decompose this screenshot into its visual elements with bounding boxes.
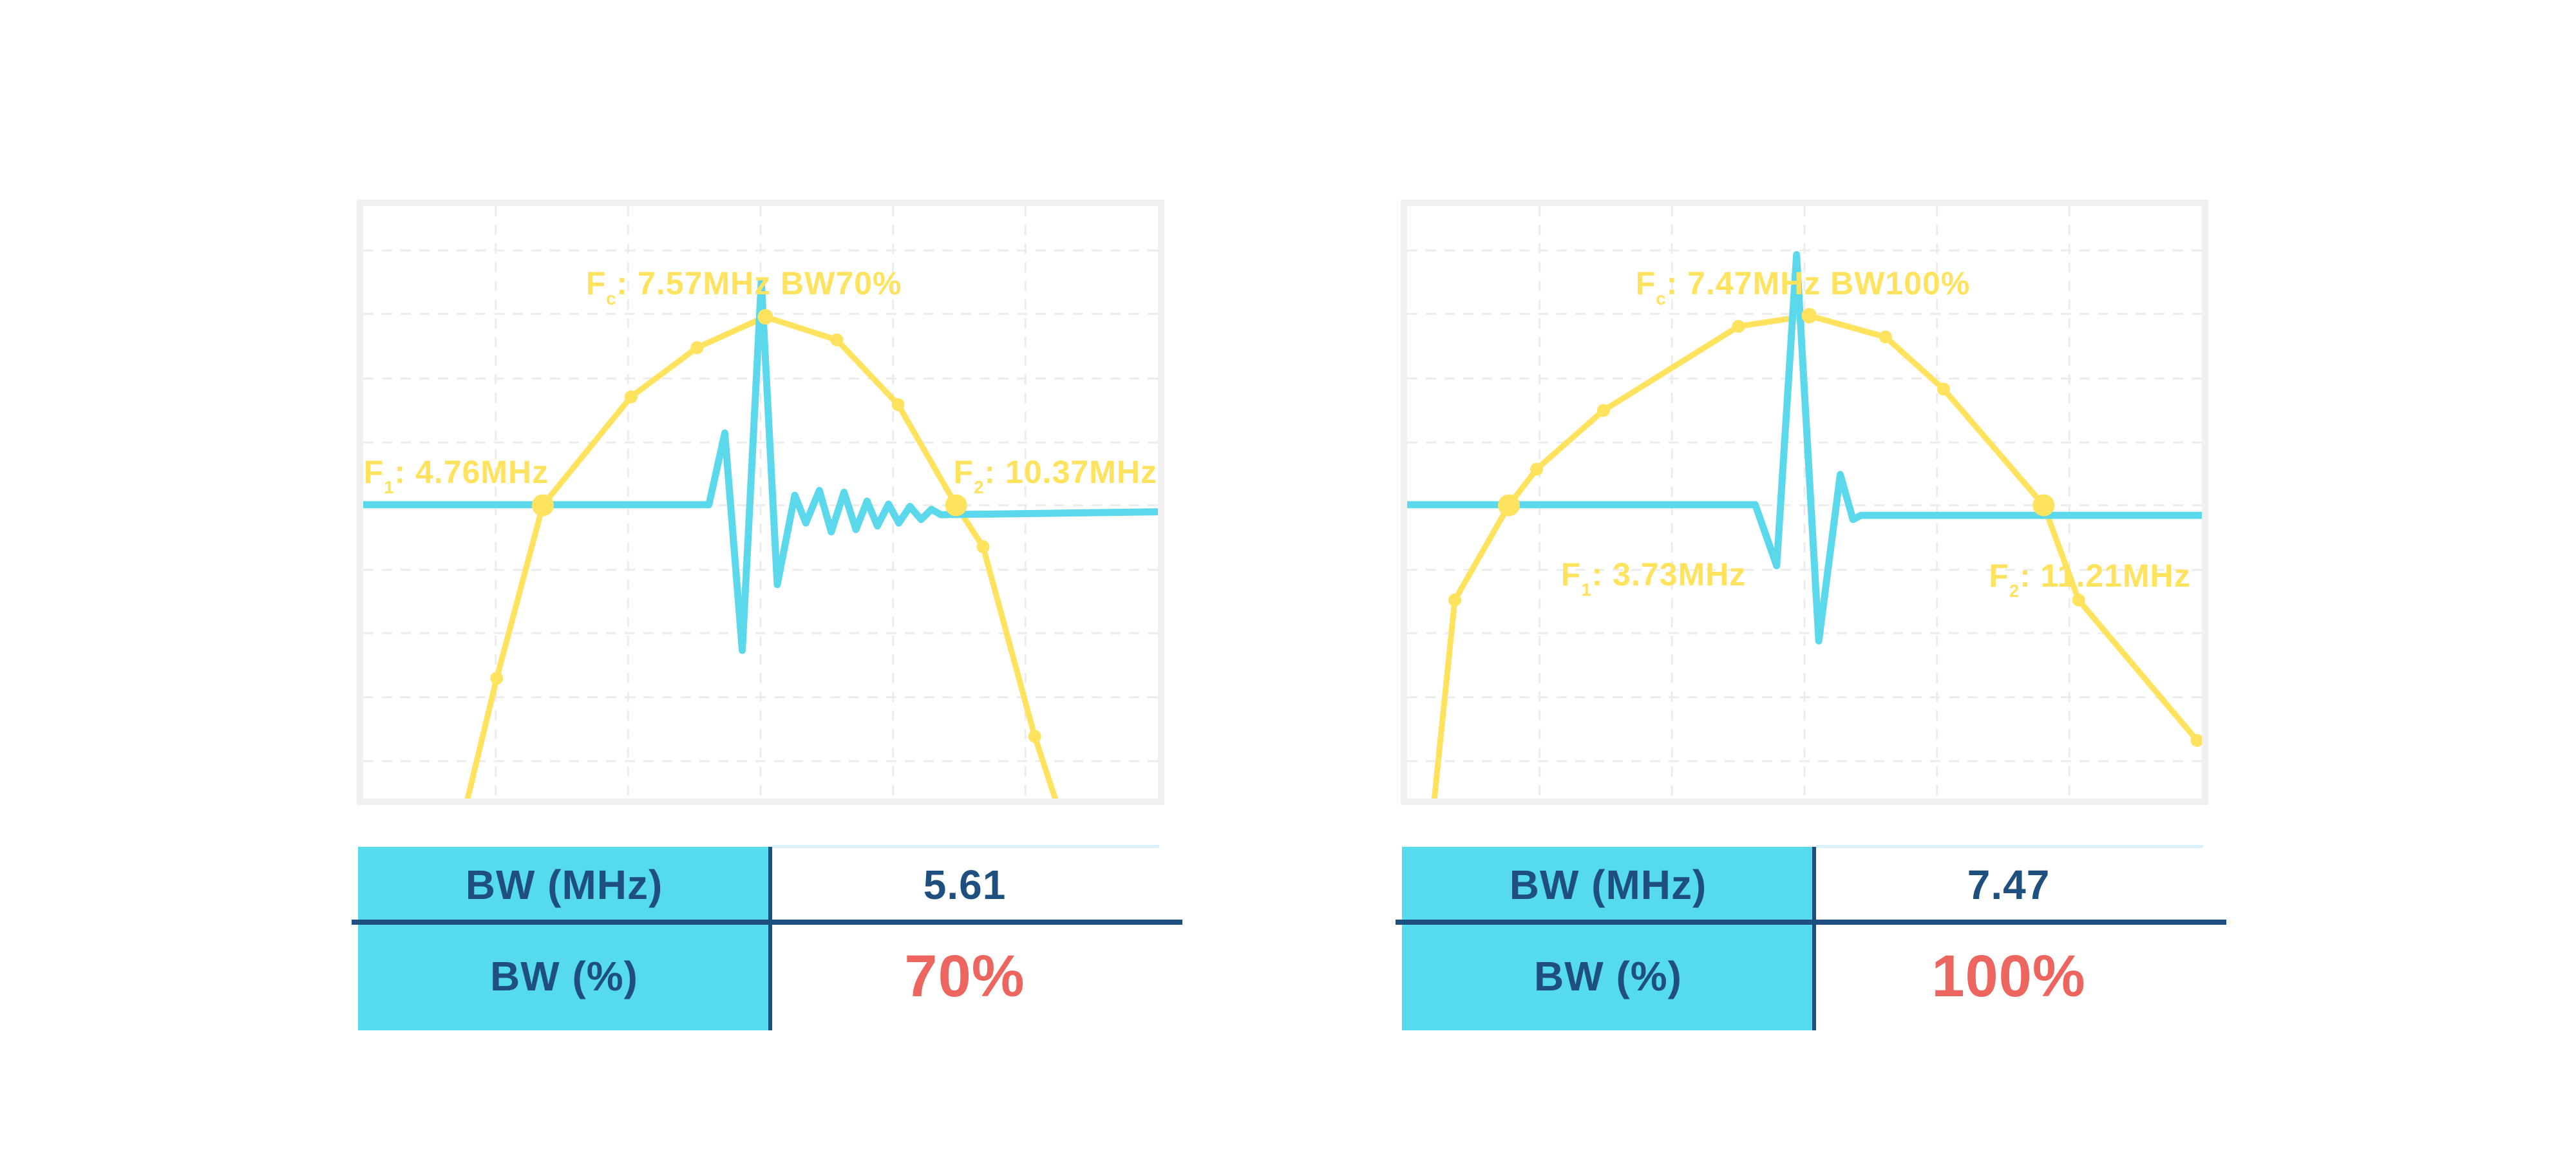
- spectrum-marker-small: [976, 540, 990, 553]
- f1-symbol: F: [1560, 556, 1582, 592]
- fc-subscript: c: [1656, 288, 1667, 309]
- fc-value: : 7.57MHz BW70%: [616, 265, 902, 302]
- f1-value: : 3.73MHz: [1591, 556, 1747, 592]
- spectrum-line: [1431, 312, 2201, 799]
- figure-bw100: Fc: 7.47MHz BW100% F1: 3.73MHz F2: 11.21…: [1396, 200, 2226, 1037]
- table-row: BW (MHz) 7.47: [1402, 847, 2203, 922]
- spectrum-marker-small: [1028, 730, 1041, 743]
- table-header-bw-pct: BW (%): [1402, 922, 1814, 1030]
- spectrum-marker-small: [830, 333, 844, 346]
- f1-symbol: F: [363, 453, 384, 490]
- spectrum-marker-small: [2190, 733, 2202, 747]
- spectrum-marker-small: [891, 398, 905, 411]
- spectrum-marker-large: [531, 494, 554, 516]
- table-row: BW (MHz) 5.61: [358, 847, 1159, 922]
- f1-subscript: 1: [384, 477, 395, 497]
- fc-annotation: Fc: 7.57MHz BW70%: [585, 265, 902, 309]
- chart-canvas-bw70: [363, 206, 1158, 799]
- f2-value: : 10.37MHz: [984, 453, 1157, 490]
- spectrum-line: [464, 314, 1059, 799]
- f2-annotation: F2: 11.21MHz: [1989, 557, 2191, 601]
- spectrum-marker-small: [1937, 383, 1950, 396]
- spectrum-marker-small: [490, 672, 504, 685]
- table-row: BW (%) 100%: [1402, 922, 2203, 1030]
- table-top-border: [1816, 845, 2203, 848]
- f1-annotation: F1: 3.73MHz: [1560, 556, 1747, 600]
- spectrum-marker-large: [1498, 494, 1520, 516]
- table-row-divider: [352, 920, 1182, 925]
- spectrum-marker-small: [1732, 319, 1745, 333]
- f1-value: : 4.76MHz: [394, 453, 549, 490]
- spectrum-marker-large: [945, 494, 967, 516]
- f2-annotation: F2: 10.37MHz: [953, 453, 1157, 497]
- table-value-bw-mhz: 7.47: [1814, 847, 2203, 922]
- spectrum-marker-small: [690, 341, 704, 354]
- fc-symbol: F: [585, 265, 607, 302]
- spectrum-marker-small: [1596, 404, 1610, 417]
- table-row: BW (%) 70%: [358, 922, 1159, 1030]
- f2-symbol: F: [1989, 557, 2009, 594]
- f1-subscript: 1: [1581, 579, 1592, 600]
- table-value-bw-pct: 70%: [770, 922, 1159, 1030]
- table-header-bw-pct: BW (%): [358, 922, 770, 1030]
- table-value-bw-mhz: 5.61: [770, 847, 1159, 922]
- fc-symbol: F: [1635, 265, 1656, 302]
- fc-value: : 7.47MHz BW100%: [1666, 265, 1971, 302]
- table-value-bw-pct: 100%: [1814, 922, 2203, 1030]
- fc-annotation: Fc: 7.47MHz BW100%: [1635, 265, 1971, 309]
- f2-subscript: 2: [2009, 580, 2020, 601]
- spectrum-marker-small: [2072, 593, 2085, 607]
- table-header-bw-mhz: BW (MHz): [358, 847, 770, 922]
- chart-canvas-bw100: [1407, 206, 2202, 799]
- f1-annotation: F1: 4.76MHz: [363, 453, 549, 497]
- spectrum-marker-small: [624, 390, 638, 404]
- table-top-border: [772, 845, 1159, 848]
- f2-symbol: F: [953, 453, 974, 490]
- figure-bw70: Fc: 7.57MHz BW70% F1: 4.76MHz F2: 10.37M…: [352, 200, 1182, 1037]
- table-header-bw-mhz: BW (MHz): [1402, 847, 1814, 922]
- chart-bw100: Fc: 7.47MHz BW100% F1: 3.73MHz F2: 11.21…: [1401, 200, 2208, 805]
- spectrum-marker-small: [1448, 593, 1461, 607]
- spectrum-marker-peak: [1801, 308, 1817, 324]
- f2-subscript: 2: [974, 477, 985, 497]
- f2-value: : 11.21MHz: [2020, 557, 2191, 594]
- spectrum-marker-small: [1530, 462, 1544, 476]
- chart-bw70: Fc: 7.57MHz BW70% F1: 4.76MHz F2: 10.37M…: [357, 200, 1164, 805]
- spectrum-marker-peak: [757, 309, 773, 325]
- table-column-divider: [1812, 847, 1816, 1030]
- table-column-divider: [768, 847, 772, 1030]
- spectrum-marker-large: [2032, 494, 2055, 516]
- fc-subscript: c: [606, 288, 617, 309]
- spectrum-marker-small: [1879, 330, 1892, 344]
- bw-table: BW (MHz) 7.47 BW (%) 100%: [1396, 845, 2226, 1030]
- pulse-line: [363, 278, 1158, 654]
- bw-table: BW (MHz) 5.61 BW (%) 70%: [352, 845, 1182, 1030]
- pulse-line: [1407, 251, 2202, 645]
- table-row-divider: [1396, 920, 2226, 925]
